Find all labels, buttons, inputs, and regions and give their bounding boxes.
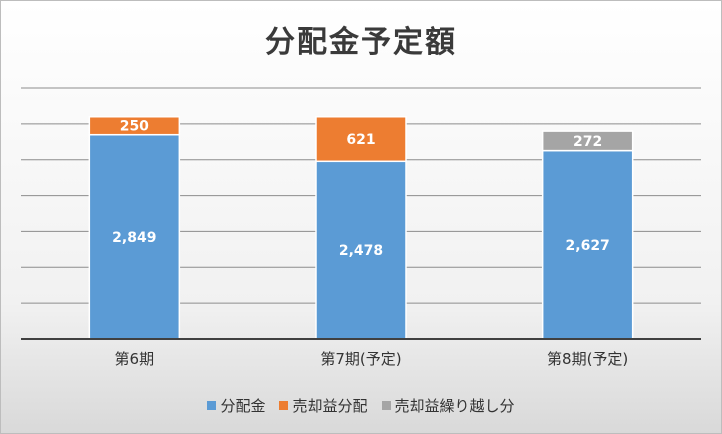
legend-label: 売却益分配 xyxy=(292,397,368,415)
legend: 分配金 売却益分配 売却益繰り越し分 xyxy=(1,395,721,416)
data-label: 621 xyxy=(346,132,375,148)
legend-item: 売却益繰り越し分 xyxy=(381,395,515,416)
legend-label: 分配金 xyxy=(220,397,266,415)
x-tick-label: 第7期(予定) xyxy=(320,350,401,368)
bar-segment xyxy=(88,116,181,136)
data-label: 250 xyxy=(120,119,149,135)
data-label: 2,478 xyxy=(339,243,383,259)
bar-segment xyxy=(315,116,407,163)
data-label: 2,849 xyxy=(112,230,156,246)
legend-swatch xyxy=(207,401,217,410)
legend-item: 分配金 xyxy=(207,395,265,416)
x-tick-label: 第8期(予定) xyxy=(547,350,628,368)
bar-segment xyxy=(315,160,407,340)
legend-swatch xyxy=(381,401,391,410)
legend-swatch xyxy=(279,401,289,410)
legend-item: 売却益分配 xyxy=(279,395,368,416)
bar-segment xyxy=(541,130,634,152)
chart-title: 分配金予定額 xyxy=(265,25,457,60)
data-label: 272 xyxy=(573,134,602,150)
data-label: 2,627 xyxy=(566,238,610,254)
x-tick-label: 第6期 xyxy=(115,350,155,368)
legend-label: 売却益繰り越し分 xyxy=(394,397,515,415)
